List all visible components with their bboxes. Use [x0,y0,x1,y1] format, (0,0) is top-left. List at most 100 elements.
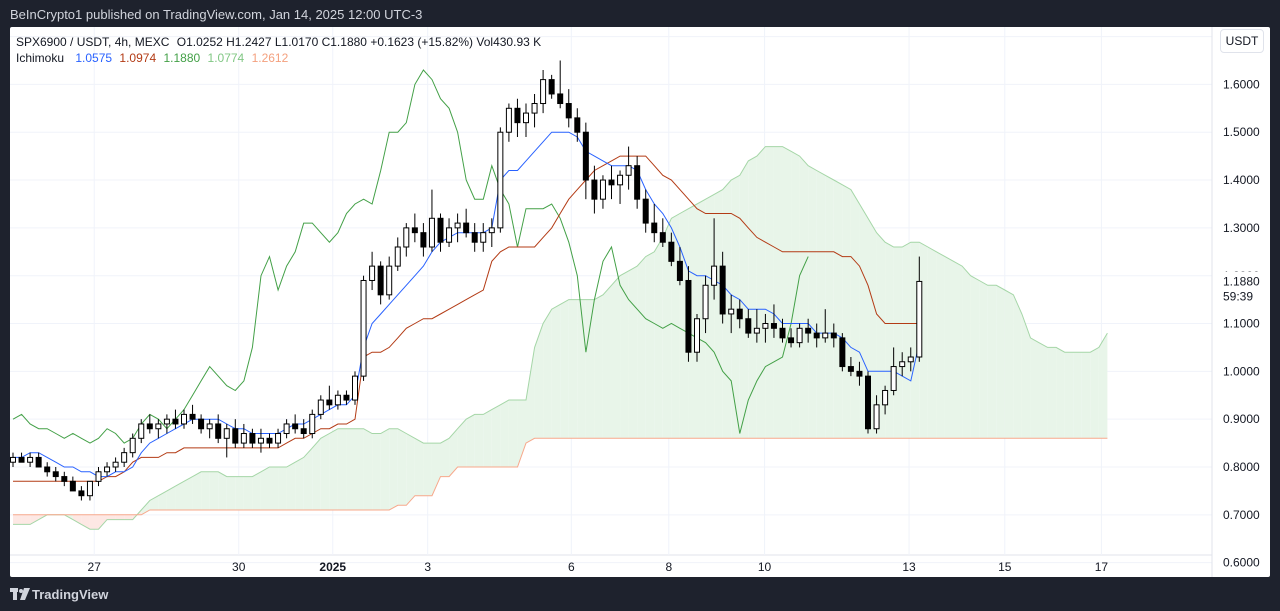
indicator-label[interactable]: Ichimoku [16,51,65,65]
cloud-segment [166,486,176,511]
cloud-segment [637,256,646,439]
cloud-segment [184,476,193,511]
candle-up [899,361,906,368]
candle-up [694,318,700,353]
y-tick-label: 0.7000 [1223,508,1260,522]
cloud-segment [577,299,586,439]
candle-up [352,375,358,401]
cloud-segment [295,457,304,511]
cloud-segment [825,175,834,439]
candle-up [240,433,247,444]
cloud-segment [303,447,313,511]
y-tick-label: 0.9000 [1223,412,1260,426]
candle-down [634,165,641,200]
candle-up [523,112,529,124]
candle-up [95,471,102,482]
candle-down [146,423,153,430]
published-text: BeInCrypto1 published on TradingView.com… [10,7,423,22]
candle-down [35,456,42,468]
x-tick-label: 17 [1095,560,1109,574]
candle-up [505,107,512,133]
candle-down [249,433,256,444]
candle-up [480,232,487,243]
candle-up [155,423,162,430]
ohlc-change: +0.1623 (+15.82%) [370,35,474,49]
candle-up [369,265,376,281]
cloud-segment [278,467,287,511]
cloud-segment [329,428,338,511]
candle-up [386,265,393,296]
cloud-segment [508,400,518,467]
cloud-segment [1073,352,1082,439]
cloud-segment [662,218,672,439]
cloud-segment [876,232,886,439]
currency-unit-button[interactable]: USDT [1220,29,1264,53]
cloud-segment [688,203,697,439]
chart-svg[interactable]: 0.60000.70000.80000.90001.00001.10001.20… [10,27,1270,577]
candle-down [676,260,683,281]
candle-down [69,480,76,492]
y-tick-label: 1.3000 [1223,221,1260,235]
candle-up [882,389,889,406]
ohlc-high: H1.2427 [226,35,272,49]
cloud-segment [705,194,715,439]
candle-down [685,279,692,353]
cloud-segment [72,514,82,525]
candle-down [813,332,820,339]
cloud-segment [372,433,381,511]
candle-up [625,165,632,176]
candle-up [121,452,128,463]
candle-down [437,217,444,243]
cloud-segment [337,428,347,511]
candle-down [642,198,649,224]
cloud-segment [594,294,603,439]
cloud-segment [756,146,766,439]
candle-up [599,179,606,200]
cloud-segment [1021,313,1031,439]
cloud-segment [115,514,125,520]
cloud-segment [585,299,595,439]
cloud-segment [1013,294,1022,439]
ohlc-volume: Vol430.93 K [476,35,542,49]
candle-down [300,428,307,435]
cloud-segment [611,275,621,439]
cloud-segment [380,428,390,511]
cloud-segment [389,428,398,511]
candle-down [172,418,179,425]
chart-area[interactable]: 0.60000.70000.80000.90001.00001.10001.20… [10,27,1270,577]
lagging-span-line [12,69,809,444]
candle-up [206,423,213,430]
candle-up [129,437,136,454]
cloud-segment [235,476,244,511]
candle-down [779,327,786,339]
cloud-segment [996,285,1005,439]
y-tick-label: 1.6000 [1223,77,1260,91]
symbol-label[interactable]: SPX6900 / USDT, 4h, MEXC [16,35,170,49]
candle-down [18,456,25,463]
cloud-segment [346,428,355,511]
cloud-segment [107,514,116,520]
cloud-segment [397,428,407,506]
candle-up [890,366,897,391]
cloud-segment [201,471,210,511]
x-tick-label: 3 [424,560,431,574]
candle-down [591,179,598,200]
cloud-segment [124,514,133,520]
candle-up [446,227,453,243]
candle-down [565,103,572,119]
candle-up [488,227,495,234]
cloud-segment [714,189,723,439]
candle-down [232,428,239,444]
cloud-segment [269,467,279,511]
candle-up [454,222,461,229]
candle-up [728,308,735,315]
cloud-segment [260,467,270,511]
candle-down [719,265,726,315]
cloud-segment [21,514,31,525]
cloud-segment [1004,290,1014,439]
cloud-segment [192,471,202,511]
footer-brand[interactable]: TradingView [32,587,109,602]
x-tick-label: 8 [665,560,672,574]
candle-up [394,246,401,267]
candle-down [198,418,205,430]
